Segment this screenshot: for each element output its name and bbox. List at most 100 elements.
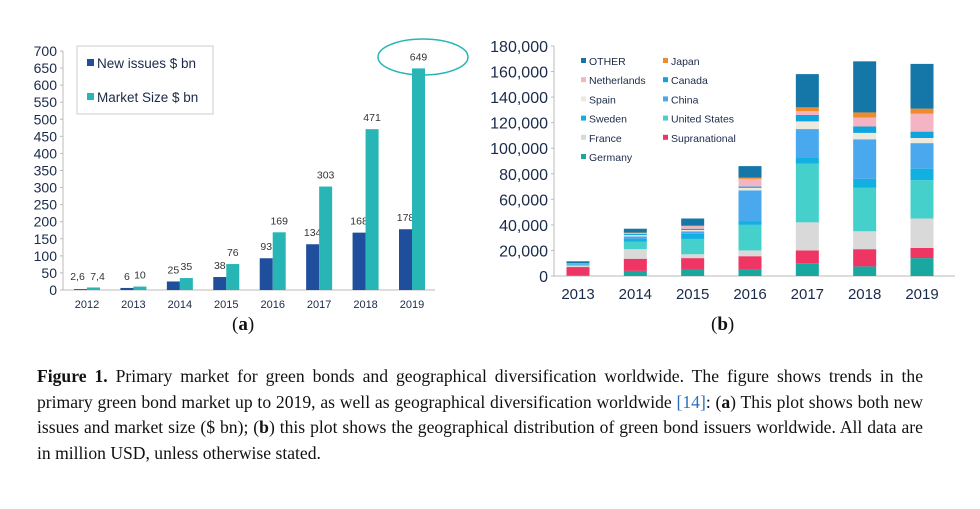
data-label: 168 [350,216,368,228]
bar-segment-china [910,143,934,169]
bar-segment-china [795,129,819,158]
bar-segment-canada [853,126,877,133]
bar-segment-united-states [681,238,705,255]
caption-panel-b: b [259,417,269,437]
x-tick-label: 2017 [307,299,331,311]
bar-segment-france [623,249,647,259]
bar-segment-supranational [623,258,647,271]
legend-swatch [663,115,668,121]
bar-segment-united-states [623,241,647,250]
caption-text: ) this plot shows the geographical distr… [37,417,923,463]
data-label: 169 [270,215,288,227]
bar-segment-canada [795,115,819,122]
figure-caption: Figure 1. Primary market for green bonds… [37,364,923,466]
y-tick-label: 40,000 [499,218,548,235]
bar-segment-other [853,61,877,113]
y-tick-label: 400 [34,145,58,161]
bar-segment-france [738,250,762,257]
legend-label: United States [671,114,734,126]
bar-market-size [226,264,240,290]
x-tick-label: 2019 [400,299,424,311]
bar-segment-china [681,231,705,234]
subfigure-letter-a: a [238,314,248,335]
bar-segment-netherlands [795,111,819,115]
legend-swatch [581,58,586,63]
y-tick-label: 160,000 [490,65,548,82]
legend-label: Supranational [671,133,736,145]
bar-segment-japan [910,108,934,114]
bar-new-issues [74,289,87,290]
data-label: 471 [363,112,381,124]
bar-segment-canada [738,186,762,188]
legend-swatch [581,154,586,159]
caption-text: : ( [705,391,722,412]
data-label: 2,6 [70,271,85,283]
x-tick-label: 2014 [168,299,192,311]
bar-segment-germany [681,268,705,276]
y-tick-label: 100,000 [490,141,548,158]
legend-swatch [87,59,94,66]
legend-label: Germany [589,152,633,164]
bar-segment-spain [681,230,705,232]
bar-segment-supranational [738,256,762,270]
bar-segment-netherlands [681,226,705,229]
legend-swatch [663,77,668,83]
x-tick-label: 2013 [121,299,145,311]
bar-segment-sweden [681,233,705,239]
bar-segment-japan [738,177,762,179]
bar-segment-sweden [910,168,934,181]
y-tick-label: 450 [34,128,58,144]
legend-label: Spain [589,94,616,106]
bar-segment-united-states [566,265,590,266]
legend-label: Canada [671,75,708,87]
bar-segment-other [795,74,819,108]
caption-label: Figure 1. [37,366,108,386]
bar-segment-china [853,139,877,179]
bar-segment-spain [795,121,819,130]
legend-label: Market Size $ bn [97,90,198,105]
bar-segment-other [738,166,762,178]
chart-new-issues-market-size: 0501001502002503003504004505005506006507… [34,38,469,311]
bar-segment-supranational [853,249,877,267]
bar-segment-france [681,254,705,259]
x-tick-label: 2017 [791,286,824,303]
x-tick-label: 2015 [676,286,709,303]
bar-segment-sweden [566,264,590,266]
data-label: 38 [214,260,226,272]
data-label: 7,4 [90,271,105,283]
data-label: 303 [317,170,335,182]
subfigure-label-a: (a) [232,314,255,335]
x-tick-label: 2016 [260,299,284,311]
bar-segment-canada [681,228,705,230]
bar-market-size [87,287,100,290]
caption-panel-a: a [721,391,731,412]
citation-link[interactable]: [14] [676,391,706,412]
x-tick-label: 2014 [619,286,652,303]
bar-segment-sweden [795,157,819,164]
bar-segment-netherlands [853,117,877,127]
bar-segment-france [853,231,877,250]
bar-new-issues [166,281,180,290]
bar-segment-spain [853,132,877,140]
bar-segment-sweden [623,238,647,242]
bar-segment-japan [623,232,647,234]
legend-swatch [581,115,586,121]
x-tick-label: 2013 [561,286,594,303]
bar-segment-spain [623,235,647,237]
data-label: 6 [124,271,130,283]
y-tick-label: 500 [34,111,58,127]
bar-market-size [412,68,425,290]
bar-segment-france [795,222,819,251]
highlight-ellipse [377,38,469,76]
subfigure-label-b: (b) [711,314,735,335]
bar-segment-germany [795,263,819,276]
x-tick-label: 2015 [214,299,238,311]
subfigure-letter-b: b [717,314,728,335]
bar-market-size [319,186,333,290]
x-tick-label: 2016 [733,286,766,303]
bar-segment-supranational [681,258,705,269]
bar-market-size [179,278,193,290]
legend-box [76,45,214,115]
legend-swatch [581,134,586,140]
x-tick-label: 2018 [848,286,881,303]
